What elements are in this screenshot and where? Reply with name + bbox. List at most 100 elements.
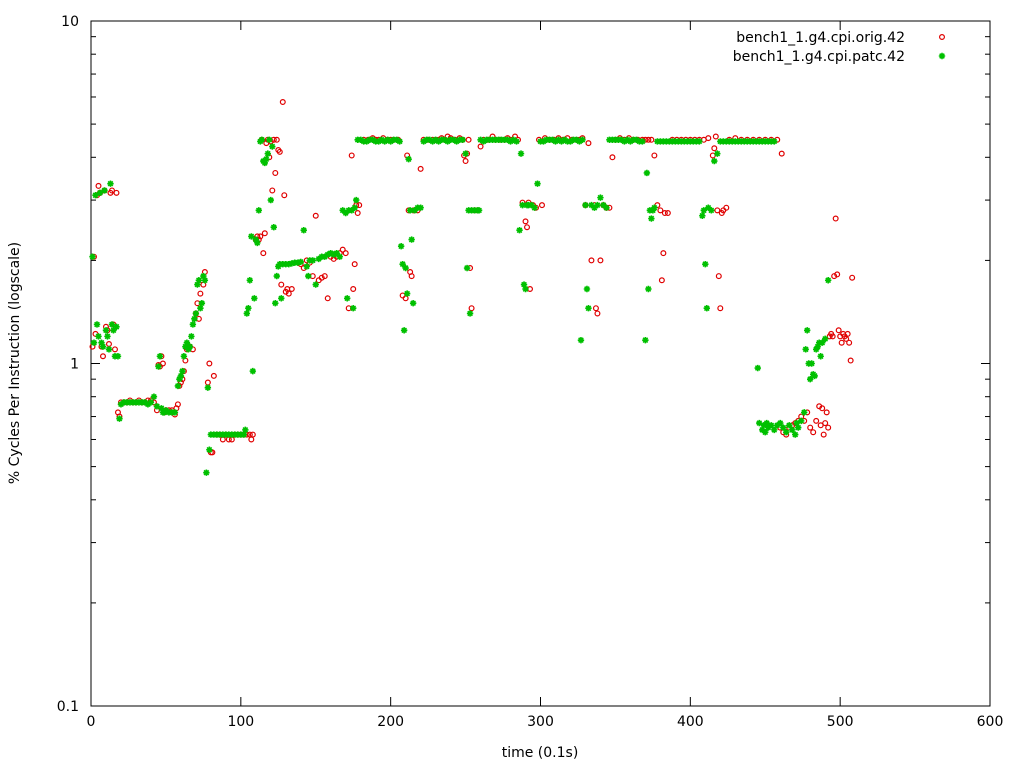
legend-label-orig: bench1_1.g4.cpi.orig.42	[736, 30, 905, 46]
data-point	[664, 210, 671, 217]
data-point	[312, 212, 319, 219]
data-point	[522, 218, 529, 225]
data-point	[538, 202, 545, 209]
data-point	[461, 149, 470, 158]
data-point	[594, 310, 601, 317]
data-point	[822, 420, 829, 427]
y-tick-label: 10	[61, 14, 79, 30]
x-tick-label: 100	[227, 714, 254, 730]
data-point	[277, 294, 286, 303]
data-point	[846, 339, 853, 346]
data-point	[339, 246, 346, 253]
data-point	[695, 137, 704, 146]
data-point	[260, 250, 267, 257]
data-point	[179, 352, 188, 361]
data-point	[203, 383, 212, 392]
data-point	[475, 206, 484, 215]
data-point	[335, 252, 344, 261]
data-point	[188, 320, 197, 329]
data-point	[146, 398, 155, 407]
data-point	[352, 196, 361, 205]
plot-frame	[90, 20, 991, 707]
data-point	[257, 233, 264, 240]
data-point	[847, 357, 854, 364]
data-point	[318, 274, 325, 281]
data-point	[816, 352, 825, 361]
data-point	[712, 133, 719, 140]
data-point	[468, 305, 475, 312]
legend-marker-patc	[937, 51, 947, 61]
x-tick-label: 0	[87, 714, 96, 730]
data-point	[713, 149, 722, 158]
data-point	[512, 137, 521, 146]
data-point	[645, 136, 652, 143]
data-point	[819, 405, 826, 412]
data-point	[823, 409, 830, 416]
data-point	[463, 264, 472, 273]
data-point	[581, 201, 590, 210]
data-point	[92, 320, 101, 329]
data-point	[299, 226, 308, 235]
data-point	[844, 330, 851, 337]
data-point	[797, 416, 806, 425]
data-point	[191, 309, 200, 318]
data-point	[657, 207, 664, 214]
data-point	[266, 196, 275, 205]
data-point	[831, 273, 838, 280]
data-point	[515, 226, 524, 235]
data-point	[247, 232, 256, 241]
data-point	[343, 294, 352, 303]
data-point	[824, 276, 833, 285]
data-point	[149, 392, 158, 401]
data-point	[409, 299, 418, 308]
data-point	[104, 345, 113, 354]
data-point	[648, 136, 655, 143]
data-point	[113, 352, 122, 361]
data-point	[354, 210, 361, 217]
data-point	[417, 165, 424, 172]
data-point	[262, 155, 271, 164]
data-point	[832, 215, 839, 222]
data-point	[800, 408, 809, 417]
data-point	[349, 304, 358, 313]
data-point	[94, 332, 103, 341]
data-point	[533, 179, 542, 188]
data-point	[174, 401, 181, 408]
data-point	[825, 424, 832, 431]
data-point	[200, 276, 209, 285]
legend-label-patc: bench1_1.g4.cpi.patc.42	[733, 49, 905, 65]
data-point	[89, 338, 98, 347]
data-point	[651, 152, 658, 159]
data-point	[408, 273, 415, 280]
data-point	[159, 360, 166, 367]
data-point	[106, 179, 115, 188]
data-point	[112, 322, 121, 331]
data-point	[807, 424, 814, 431]
data-point	[288, 286, 295, 293]
data-point	[407, 235, 416, 244]
data-point	[835, 327, 842, 334]
data-point	[263, 149, 272, 158]
data-point	[254, 206, 263, 215]
data-point	[278, 281, 285, 288]
data-point	[250, 294, 259, 303]
data-point	[849, 274, 856, 281]
data-point	[308, 256, 317, 265]
data-point	[285, 290, 292, 297]
data-point	[597, 257, 604, 264]
data-point	[197, 299, 206, 308]
data-point	[530, 203, 539, 212]
data-point	[650, 203, 659, 212]
data-point	[521, 285, 530, 294]
data-point	[711, 145, 718, 152]
y-axis-label: % Cycles Per Instruction (logscale)	[7, 242, 23, 484]
data-point	[249, 431, 256, 438]
data-point	[660, 250, 667, 257]
data-point	[641, 336, 650, 345]
data-point	[205, 445, 214, 454]
data-point	[753, 364, 762, 373]
data-point	[710, 157, 719, 166]
data-point	[269, 187, 276, 194]
data-point	[838, 339, 845, 346]
data-point	[585, 140, 592, 147]
